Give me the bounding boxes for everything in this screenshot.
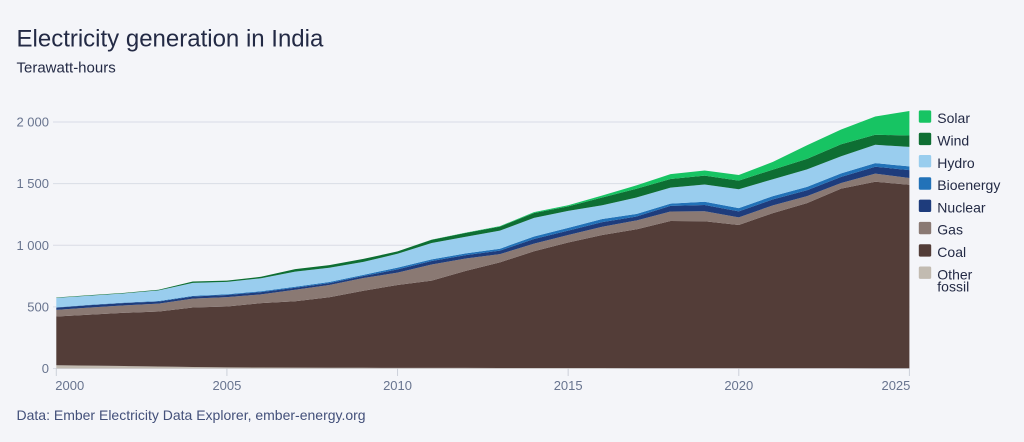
svg-text:500: 500 — [27, 299, 49, 314]
svg-text:Nuclear: Nuclear — [937, 199, 986, 215]
svg-text:1 000: 1 000 — [16, 238, 49, 253]
svg-text:2 000: 2 000 — [16, 115, 49, 130]
svg-text:Hydro: Hydro — [937, 155, 975, 171]
svg-text:Coal: Coal — [937, 244, 966, 260]
svg-text:Data: Ember Electricity Data E: Data: Ember Electricity Data Explorer, e… — [17, 407, 366, 423]
svg-text:Solar: Solar — [937, 110, 970, 126]
svg-text:2020: 2020 — [724, 378, 753, 393]
svg-text:2000: 2000 — [55, 378, 84, 393]
svg-text:2010: 2010 — [383, 378, 412, 393]
svg-text:Bioenergy: Bioenergy — [937, 177, 1000, 193]
svg-text:fossil: fossil — [937, 279, 969, 295]
svg-text:Other: Other — [937, 266, 972, 282]
svg-text:0: 0 — [42, 361, 49, 376]
svg-text:Terawatt-hours: Terawatt-hours — [17, 60, 116, 77]
svg-text:Electricity generation in Indi: Electricity generation in India — [17, 25, 324, 52]
svg-text:2005: 2005 — [212, 378, 241, 393]
svg-text:Gas: Gas — [937, 222, 963, 238]
svg-text:1 500: 1 500 — [16, 176, 49, 191]
svg-text:Wind: Wind — [937, 133, 969, 149]
svg-text:2025: 2025 — [881, 378, 910, 393]
svg-text:2015: 2015 — [554, 378, 583, 393]
